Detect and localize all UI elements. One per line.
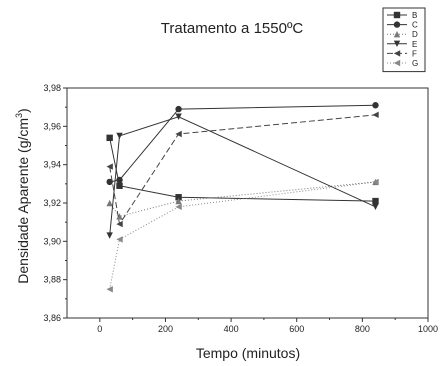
data-point-E <box>106 232 113 239</box>
y-tick-label: 3,86 <box>43 313 61 323</box>
y-axis-label-superscript: 3 <box>14 113 24 118</box>
data-point-G <box>175 203 182 211</box>
y-tick-label: 3,98 <box>43 83 61 93</box>
y-tick-label: 3,94 <box>43 160 61 170</box>
legend-marker-G <box>393 59 401 67</box>
series-E <box>106 113 379 239</box>
legend-marker-D <box>393 31 401 38</box>
data-point-F <box>175 130 182 138</box>
data-point-C <box>175 105 182 113</box>
x-tick-label: 800 <box>355 324 370 334</box>
legend-label-G: G <box>412 59 418 68</box>
legend-label-D: D <box>412 30 418 39</box>
legend-marker-B <box>393 11 401 19</box>
series-D <box>106 178 379 220</box>
series-layer <box>106 102 379 293</box>
series-F <box>106 111 379 228</box>
data-point-B <box>106 134 113 142</box>
legend-label-E: E <box>412 40 417 49</box>
legend-label-C: C <box>412 21 418 30</box>
data-point-E <box>372 203 379 211</box>
data-point-E <box>175 113 182 120</box>
series-C <box>106 102 379 186</box>
data-point-B <box>116 182 123 189</box>
axes: 0 200 400 600 800 1000 3,86 3,88 3,90 3,92 3,94 3,9… <box>43 83 438 334</box>
legend-box <box>382 7 426 73</box>
y-axis-label: Densidade Aparente (g/cm3) <box>14 108 31 283</box>
data-point-D <box>175 197 182 205</box>
chart-title: Tratamento a 1550ºC <box>161 20 304 37</box>
data-point-C <box>116 176 123 184</box>
legend-label-F: F <box>412 49 417 58</box>
series-line-C <box>109 104 376 183</box>
data-point-B <box>372 197 379 205</box>
x-tick-label: 1000 <box>418 324 438 334</box>
x-tick-label: 600 <box>289 324 304 334</box>
x-tick-label: 0 <box>97 324 102 334</box>
data-point-G <box>372 178 379 186</box>
data-point-F <box>372 111 379 119</box>
legend-marker-F <box>393 50 401 57</box>
series-B <box>106 134 379 205</box>
legend-marker-C <box>393 21 401 28</box>
data-point-D <box>116 213 123 220</box>
data-point-D <box>106 199 113 207</box>
legend-label-B: B <box>412 11 417 20</box>
y-tick-label: 3,92 <box>43 198 61 208</box>
data-point-G <box>106 286 113 293</box>
data-point-C <box>106 178 113 186</box>
y-tick-label: 3,96 <box>43 121 61 131</box>
x-axis-label: Tempo (minutos) <box>196 345 300 361</box>
x-tick-label: 200 <box>158 324 173 334</box>
series-line-G <box>109 181 376 290</box>
data-point-B <box>175 194 182 201</box>
y-tick-label: 3,88 <box>43 275 61 285</box>
data-point-G <box>116 236 123 243</box>
data-point-C <box>372 102 379 109</box>
data-point-F <box>116 220 123 228</box>
x-tick-label: 400 <box>224 324 239 334</box>
legend-marker-E <box>393 40 401 47</box>
data-point-E <box>116 132 123 140</box>
data-point-F <box>106 163 113 170</box>
y-axis-label-main: Densidade Aparente (g/cm <box>15 118 31 284</box>
series-line-B <box>109 137 376 202</box>
y-tick-label: 3,90 <box>43 236 61 246</box>
series-line-E <box>109 116 376 236</box>
series-line-F <box>109 114 376 226</box>
series-G <box>106 178 379 293</box>
y-axis-label-close: ) <box>15 108 31 113</box>
